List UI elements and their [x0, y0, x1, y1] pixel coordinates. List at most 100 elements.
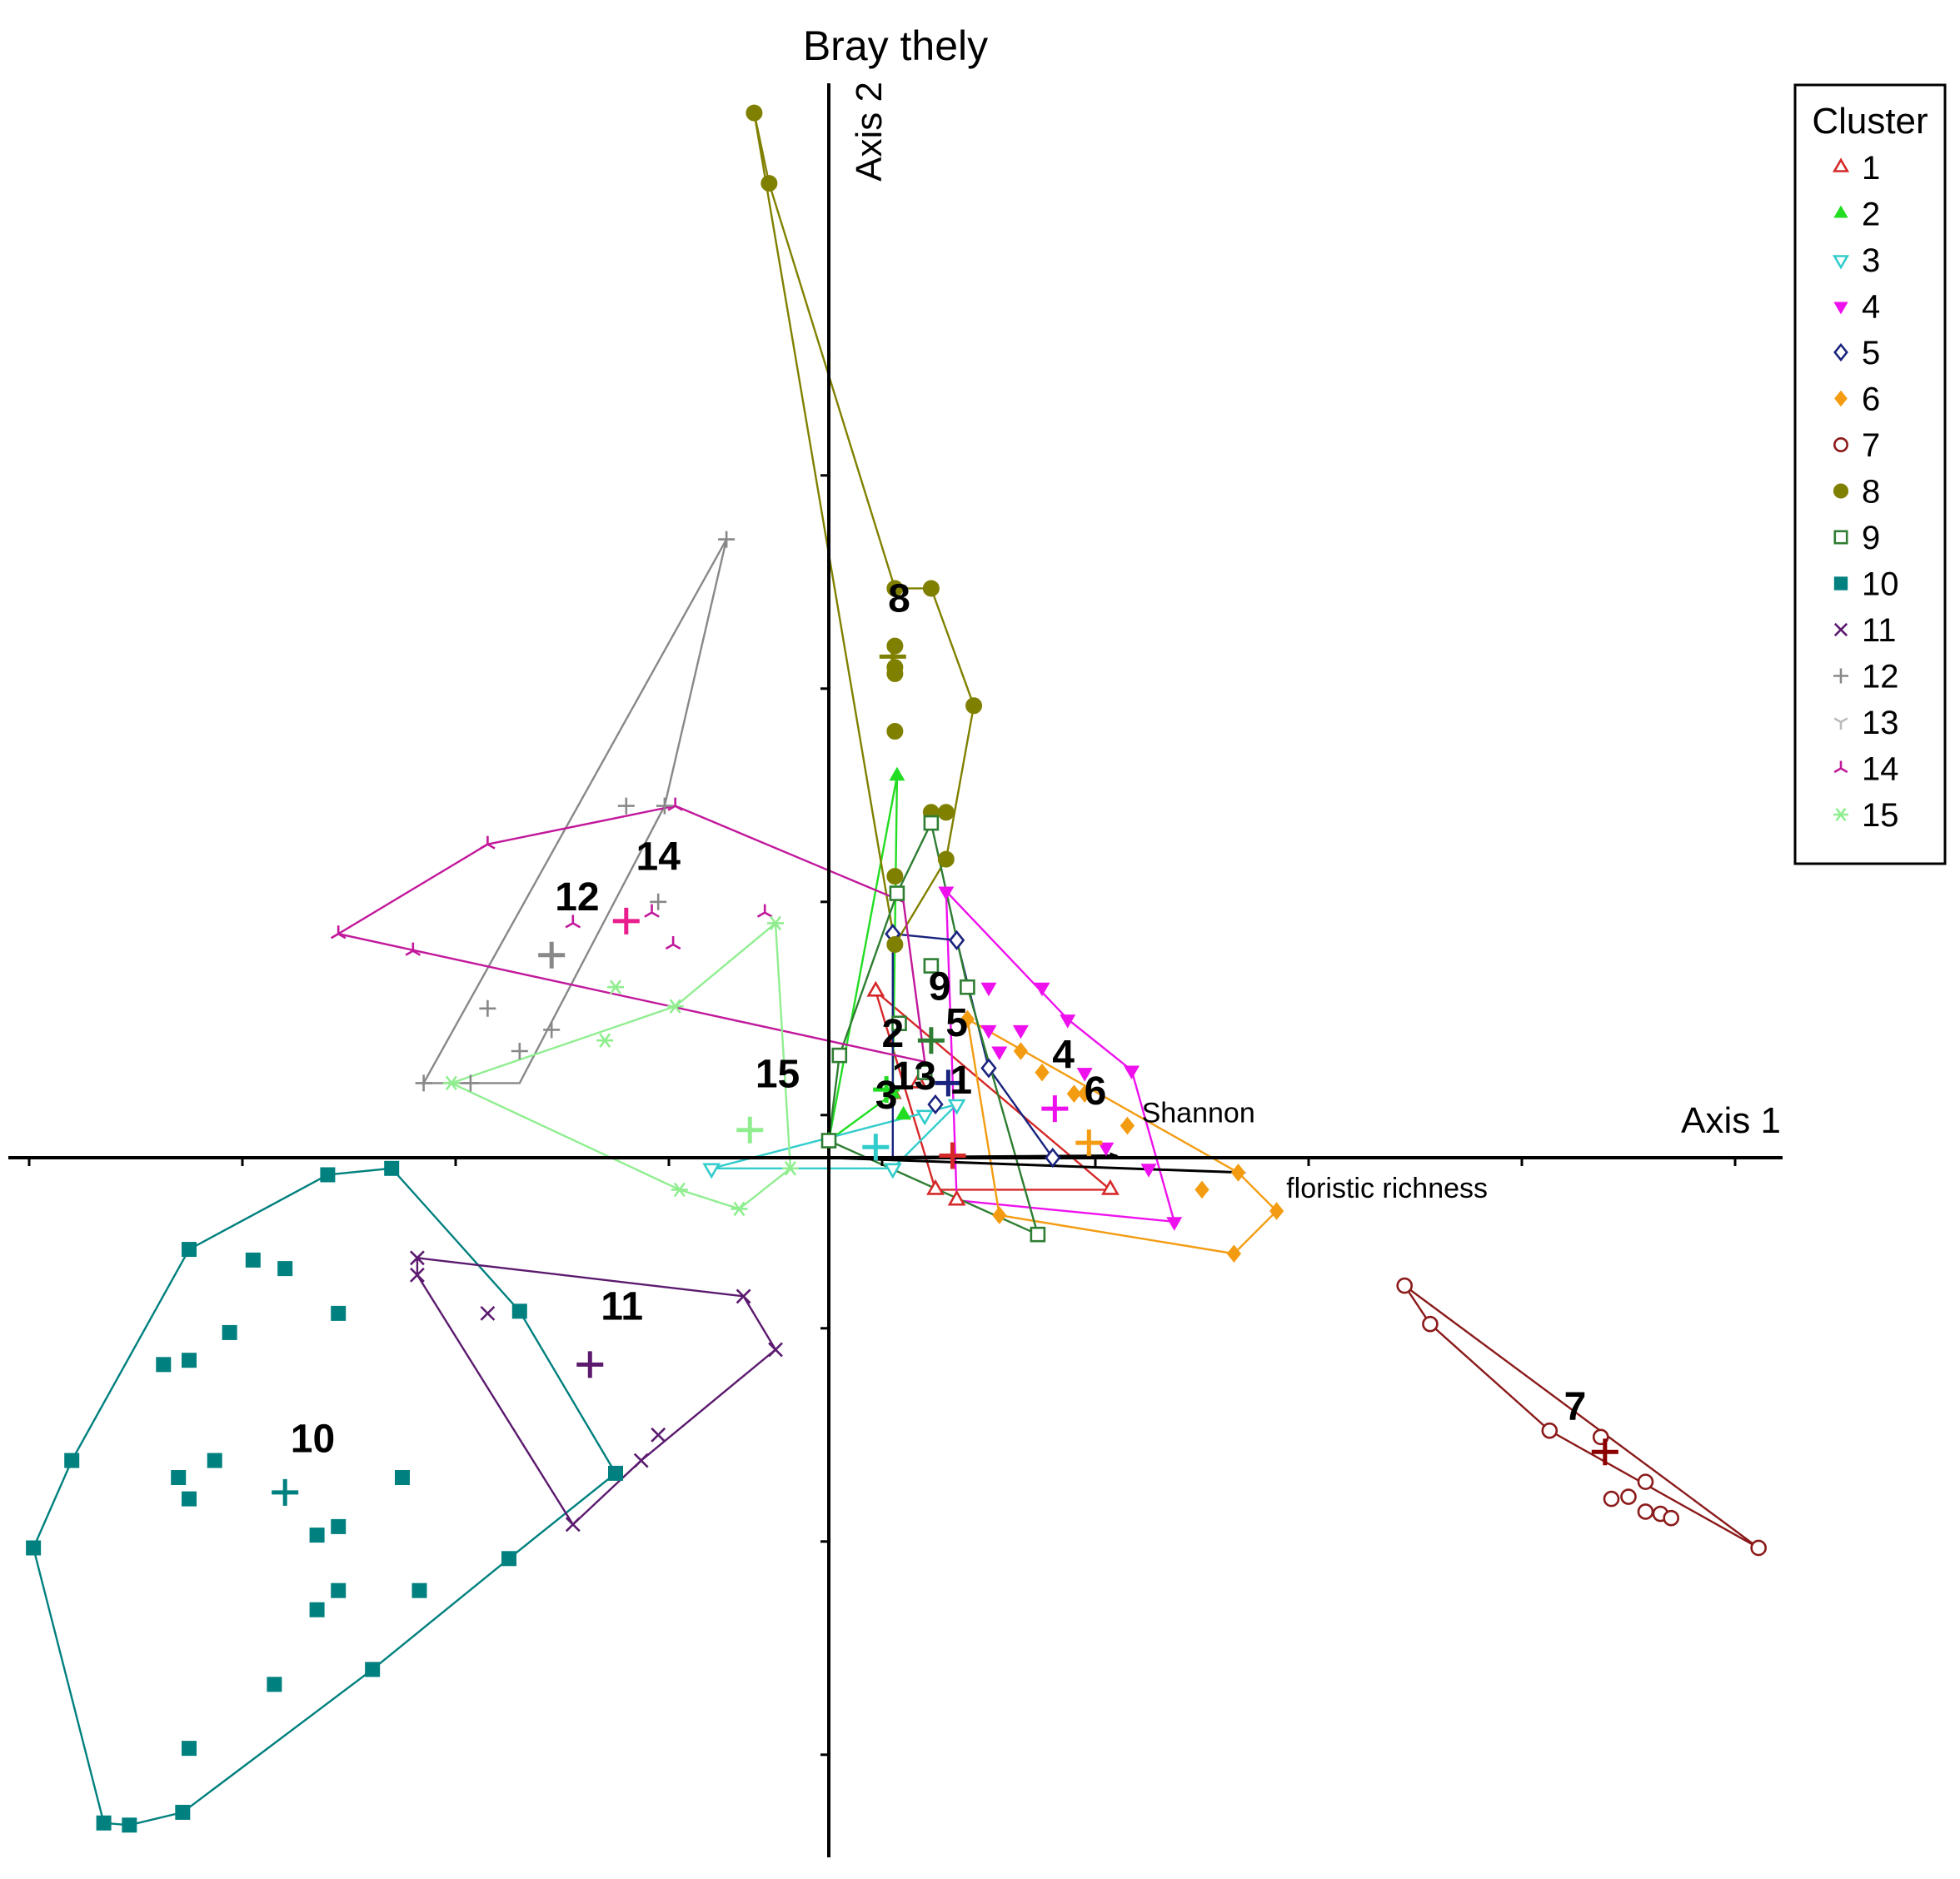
point-cluster-8: [886, 659, 904, 676]
point-cluster-12: [415, 1074, 432, 1092]
cluster-label-8: 8: [888, 577, 910, 621]
point-cluster-10: [365, 1662, 381, 1677]
point-cluster-6: [1035, 1063, 1050, 1082]
point-cluster-12: [617, 797, 635, 815]
point-cluster-7: [1750, 1539, 1767, 1557]
legend-label-9: 9: [1862, 520, 1880, 556]
cluster-centroids: [272, 643, 1618, 1506]
point-cluster-6: [1013, 1042, 1029, 1060]
point-cluster-10: [182, 1242, 197, 1258]
point-cluster-12: [543, 1021, 561, 1039]
legend-label-7: 7: [1862, 427, 1880, 464]
cluster-label-7: 7: [1564, 1385, 1587, 1429]
point-cluster-5: [927, 1094, 944, 1115]
point-cluster-10: [384, 1160, 400, 1176]
hull-cluster-4: [945, 890, 1176, 1224]
point-cluster-11: [633, 1453, 649, 1468]
point-cluster-4: [980, 982, 997, 997]
legend-label-2: 2: [1862, 197, 1880, 233]
cluster-hulls: [32, 112, 1759, 1827]
centroid-cluster-7: [1591, 1438, 1618, 1466]
point-cluster-1: [926, 1179, 945, 1195]
point-cluster-14: [565, 915, 581, 929]
point-cluster-5: [980, 1058, 997, 1079]
point-cluster-7: [1620, 1488, 1637, 1505]
hull-cluster-8: [753, 112, 975, 948]
legend-label-15: 15: [1862, 797, 1899, 834]
point-cluster-12: [479, 999, 496, 1017]
point-cluster-11: [410, 1250, 425, 1266]
point-cluster-12: [650, 893, 667, 910]
point-cluster-10: [309, 1602, 325, 1617]
legend-label-1: 1: [1862, 150, 1880, 187]
legend-label-13: 13: [1862, 705, 1899, 741]
centroid-cluster-9: [917, 1027, 945, 1054]
legend-label-4: 4: [1862, 289, 1880, 326]
point-cluster-6: [992, 1206, 1007, 1224]
point-cluster-10: [222, 1324, 237, 1340]
point-cluster-14: [480, 835, 496, 850]
point-cluster-12: [656, 797, 673, 815]
point-cluster-11: [480, 1305, 496, 1321]
point-cluster-14: [405, 942, 421, 956]
legend-marker-10: [1833, 576, 1848, 591]
point-cluster-8: [965, 697, 983, 715]
point-cluster-14: [665, 936, 681, 950]
point-cluster-9: [916, 1064, 933, 1080]
centroid-cluster-11: [576, 1351, 604, 1378]
hull-cluster-5: [891, 933, 1055, 1159]
point-cluster-2: [885, 1084, 901, 1099]
point-cluster-7: [1422, 1315, 1439, 1333]
point-cluster-15: [607, 979, 624, 994]
point-cluster-10: [207, 1453, 222, 1468]
point-cluster-10: [608, 1465, 623, 1481]
point-cluster-12: [718, 531, 736, 548]
cluster-label-6: 6: [1085, 1069, 1107, 1114]
point-cluster-5: [948, 930, 965, 950]
point-cluster-10: [96, 1815, 112, 1831]
point-cluster-3: [883, 1163, 902, 1179]
centroid-cluster-10: [272, 1478, 299, 1506]
legend-marker-13: [1833, 717, 1848, 730]
point-cluster-8: [937, 850, 955, 868]
axes: [8, 83, 1783, 1857]
point-cluster-10: [331, 1305, 347, 1321]
legend-marker-1: [1832, 157, 1850, 172]
legend-marker-2: [1833, 205, 1848, 218]
legend-label-14: 14: [1862, 751, 1899, 788]
cluster-label-13: 13: [892, 1054, 936, 1099]
legend-marker-4: [1833, 302, 1848, 315]
legend-label-6: 6: [1862, 381, 1880, 418]
centroid-cluster-12: [538, 941, 566, 969]
point-cluster-15: [671, 1182, 688, 1198]
point-cluster-10: [309, 1528, 325, 1543]
point-cluster-9: [923, 958, 940, 974]
legend-label-3: 3: [1862, 242, 1880, 279]
point-cluster-10: [175, 1804, 191, 1820]
point-cluster-3: [947, 1099, 966, 1115]
hull-cluster-15: [448, 922, 792, 1210]
point-cluster-10: [122, 1817, 137, 1833]
point-cluster-15: [731, 1201, 748, 1217]
point-cluster-6: [1077, 1084, 1092, 1104]
legend-marker-11: [1833, 622, 1848, 637]
point-cluster-15: [781, 1161, 799, 1176]
point-cluster-15: [666, 999, 684, 1014]
point-cluster-4: [1060, 1014, 1076, 1029]
legend-label-10: 10: [1862, 566, 1899, 603]
point-cluster-6: [1120, 1116, 1135, 1135]
point-cluster-14: [667, 797, 683, 811]
point-cluster-6: [1269, 1202, 1284, 1220]
cluster-label-10: 10: [291, 1417, 335, 1461]
cluster-label-12: 12: [555, 875, 599, 920]
centroid-cluster-3: [862, 1134, 890, 1161]
point-cluster-10: [171, 1470, 187, 1485]
point-cluster-6: [1194, 1180, 1209, 1199]
centroid-cluster-2: [873, 1076, 900, 1104]
hull-cluster-1: [875, 990, 1114, 1191]
legend-title: Cluster: [1812, 101, 1928, 142]
centroid-cluster-8: [879, 643, 906, 670]
point-cluster-10: [182, 1353, 197, 1368]
point-cluster-9: [960, 979, 975, 995]
